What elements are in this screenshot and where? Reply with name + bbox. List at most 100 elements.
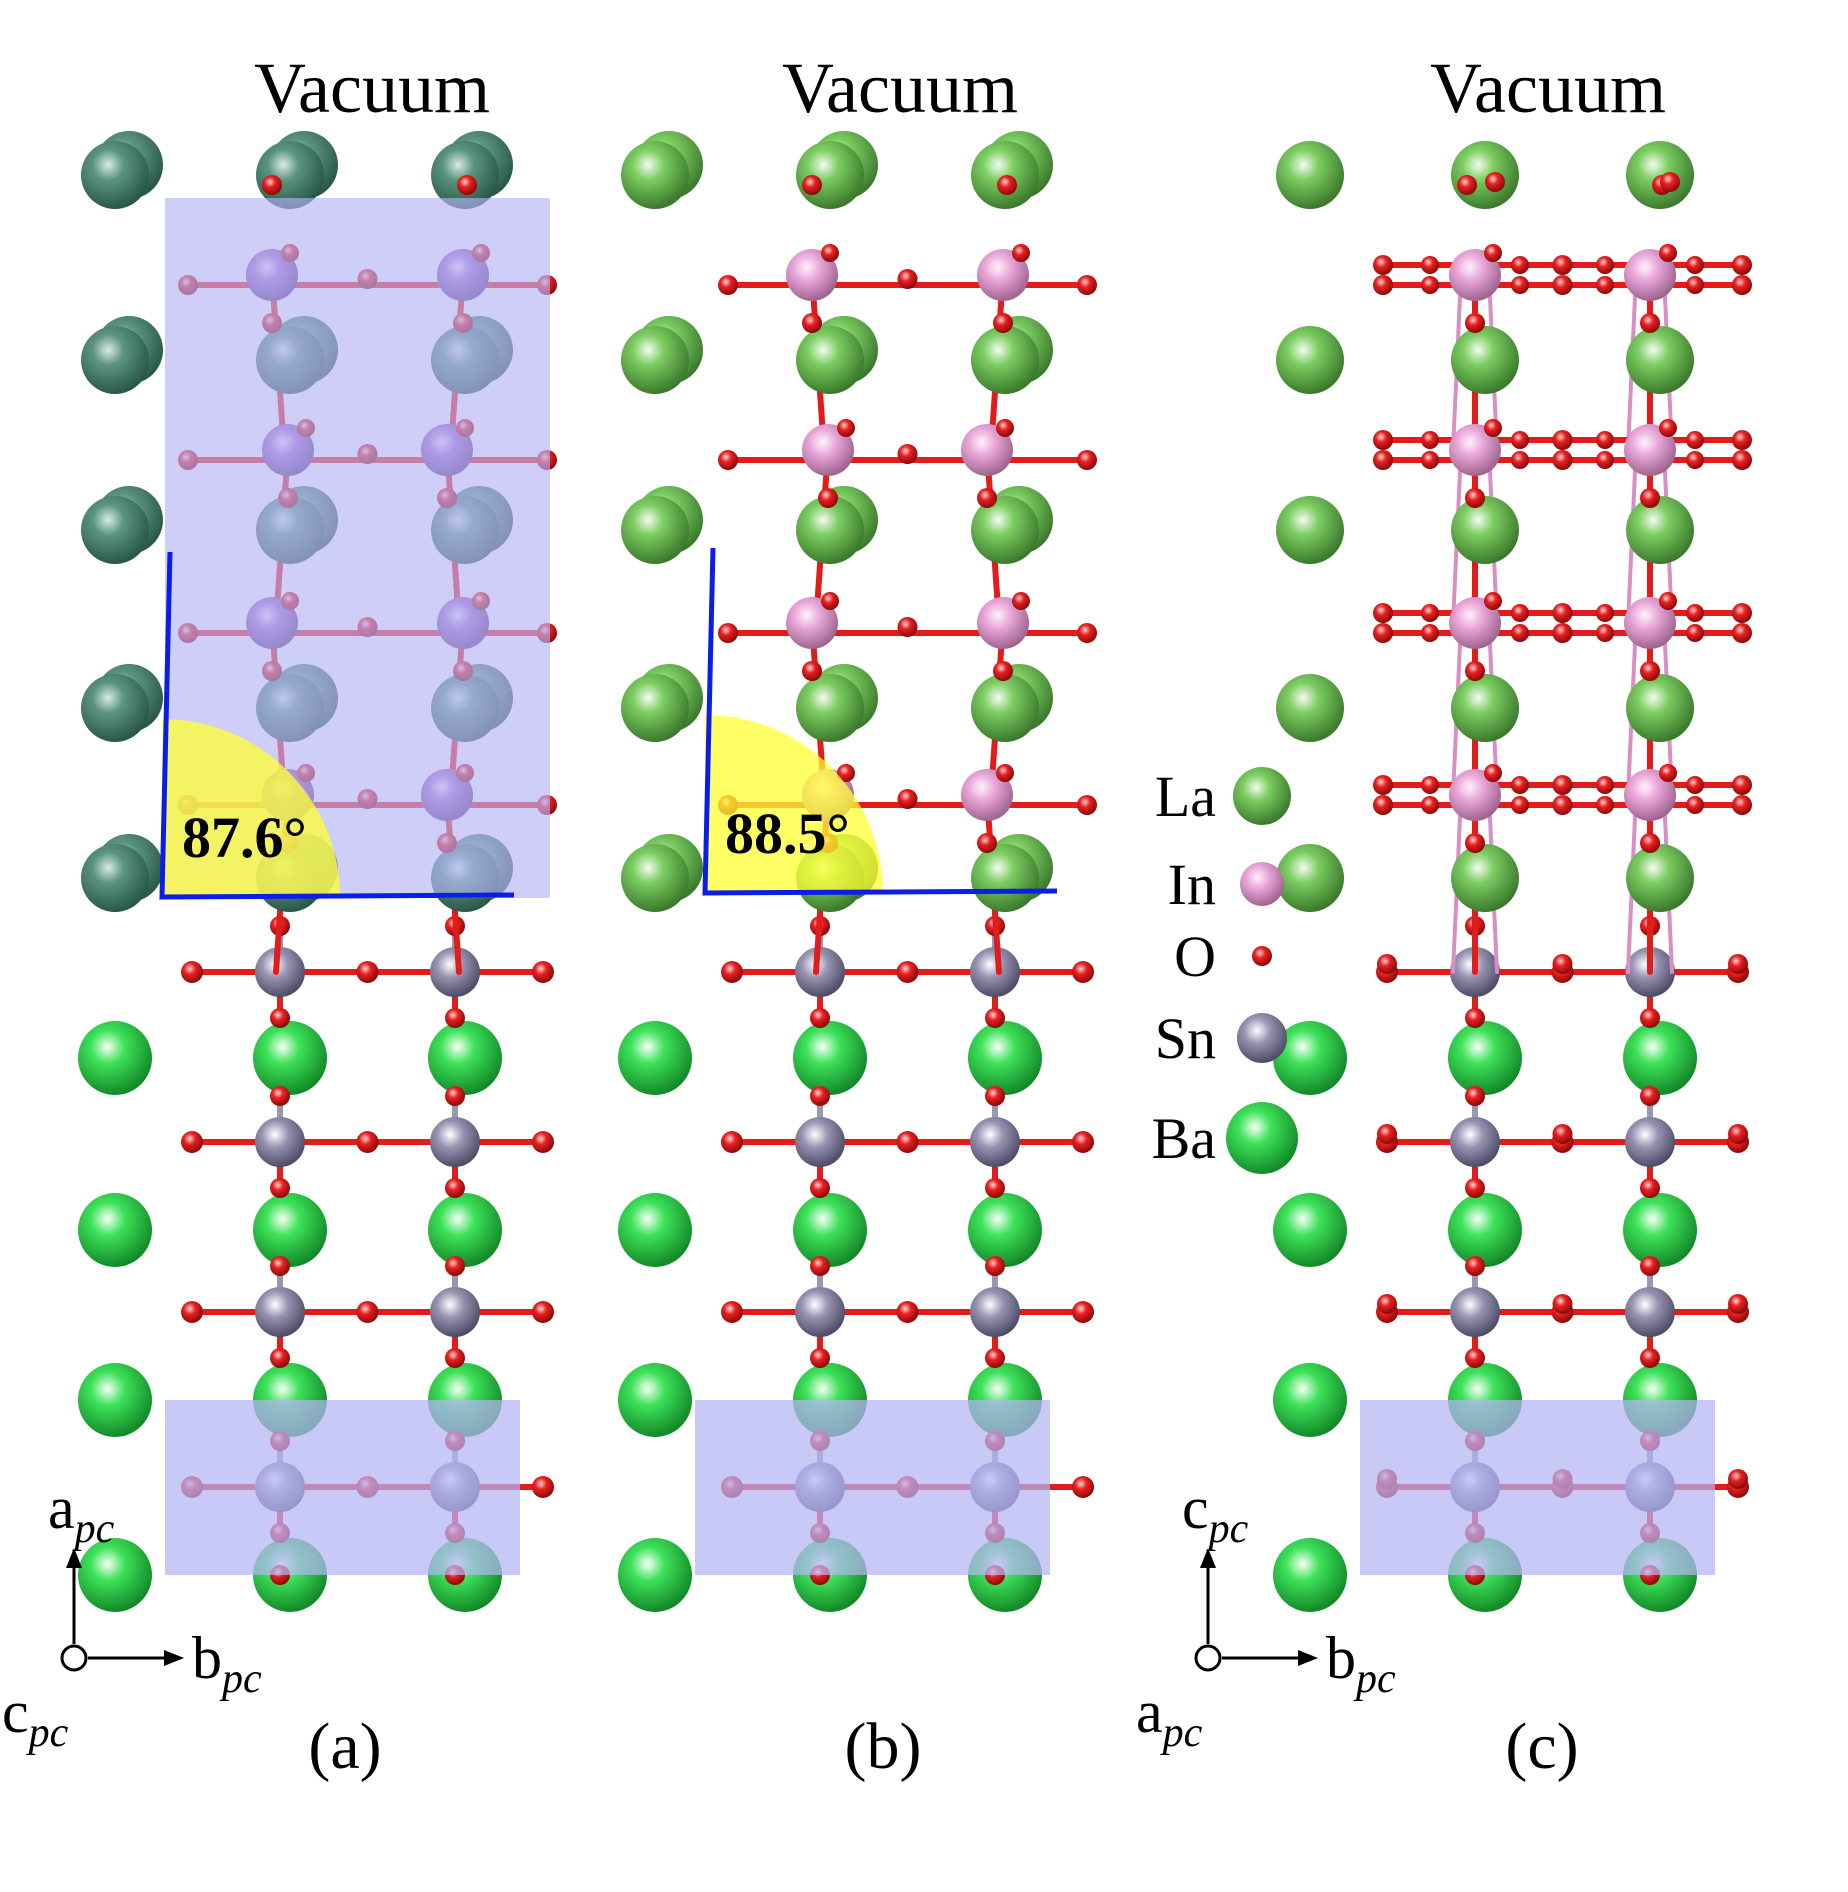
angle-value: 87.6° <box>182 805 307 870</box>
o-atom <box>1072 961 1094 983</box>
la-atom <box>621 326 689 394</box>
o-atom <box>270 1178 290 1198</box>
axis-label-up: cpc <box>1182 1475 1249 1552</box>
la-atom <box>796 326 864 394</box>
o-atom <box>181 1301 203 1323</box>
sn-atom <box>795 947 845 997</box>
o-atom <box>810 1256 830 1276</box>
ba-atom <box>253 1021 327 1095</box>
la-atom <box>971 496 1039 564</box>
panel-b <box>618 131 1097 1612</box>
o-atom <box>1421 451 1439 469</box>
o-atom <box>1012 592 1030 610</box>
o-atom <box>1421 431 1439 449</box>
o-atom <box>985 1178 1005 1198</box>
o-atom <box>1484 764 1502 782</box>
la-atom <box>1451 674 1519 742</box>
sn-atom <box>1625 1287 1675 1337</box>
o-atom <box>1552 795 1573 815</box>
o-atom <box>1686 776 1704 794</box>
o-atom <box>532 1131 554 1153</box>
la-atom <box>1451 844 1519 912</box>
o-atom <box>270 1008 290 1028</box>
o-atom <box>1686 604 1704 622</box>
panel-c-overlay <box>1360 1400 1715 1575</box>
o-atom <box>802 175 822 195</box>
o-atom <box>802 313 822 333</box>
in-atom <box>977 597 1029 649</box>
o-atom <box>1640 833 1660 853</box>
o-atom <box>457 175 477 195</box>
o-atom <box>1659 592 1677 610</box>
panel-a-overlay <box>159 198 550 1575</box>
o-atom <box>1421 276 1439 294</box>
o-atom <box>1465 1086 1485 1106</box>
o-atom <box>1596 256 1614 274</box>
la-atom <box>81 326 149 394</box>
o-atom <box>1640 313 1660 333</box>
in-atom <box>1449 424 1501 476</box>
ba-atom <box>1448 1021 1522 1095</box>
ba-atom-icon <box>1226 1102 1298 1174</box>
legend-label: Sn <box>1155 1006 1216 1071</box>
o-atom <box>1484 592 1502 610</box>
ba-atom <box>1273 1538 1347 1612</box>
o-atom <box>1511 276 1529 294</box>
arrow-right-icon <box>164 1650 184 1666</box>
la-atom <box>1276 674 1344 742</box>
o-atom <box>1373 450 1393 470</box>
o-atom <box>1640 1348 1660 1368</box>
o-atom <box>1421 256 1439 274</box>
ba-atom <box>1273 1193 1347 1267</box>
arrow-up-icon <box>66 1548 82 1568</box>
o-atom <box>1077 275 1097 295</box>
in-atom <box>1449 249 1501 301</box>
la-atom <box>1276 496 1344 564</box>
o-atom <box>1728 1469 1748 1489</box>
o-atom <box>270 1086 290 1106</box>
la-atom <box>1451 141 1519 209</box>
in-atom <box>1449 597 1501 649</box>
o-atom <box>821 592 839 610</box>
la-atom <box>1276 141 1344 209</box>
o-atom <box>1077 450 1097 470</box>
o-atom <box>1552 603 1573 623</box>
sn-atom <box>795 1117 845 1167</box>
vacuum-label: Vacuum <box>1430 48 1666 128</box>
o-atom <box>1552 623 1573 643</box>
o-atom <box>1377 1124 1397 1144</box>
substrate-cell-box <box>1360 1400 1715 1575</box>
o-atom <box>1373 775 1393 795</box>
o-atom <box>993 661 1013 681</box>
o-atom <box>1732 430 1752 450</box>
o-atom <box>837 764 855 782</box>
la-atom <box>431 141 499 209</box>
legend-label: La <box>1155 764 1216 829</box>
in-atom <box>802 424 854 476</box>
panel-caption: (b) <box>845 1710 922 1783</box>
text-layer: 87.6° Vacuum (a) 88.5° Vacuum (b) Vacuum (c) La I… <box>2 48 1666 1783</box>
in-atom <box>1624 249 1676 301</box>
o-atom <box>1072 1301 1094 1323</box>
o-atom <box>356 1131 379 1153</box>
la-atom <box>81 141 149 209</box>
o-atom <box>1457 175 1477 195</box>
o-atom <box>897 617 918 637</box>
la-atom <box>796 141 864 209</box>
o-atom <box>1465 1008 1485 1028</box>
o-atom <box>1686 624 1704 642</box>
o-atom <box>721 961 743 983</box>
ba-atom <box>793 1021 867 1095</box>
o-atom <box>1728 954 1748 974</box>
angle-sector <box>705 715 883 893</box>
o-atom <box>1511 256 1529 274</box>
o-atom <box>1732 795 1752 815</box>
o-atom <box>1485 172 1505 192</box>
sn-atom <box>255 1287 305 1337</box>
legend-item-in: In <box>1168 852 1284 917</box>
vacuum-label: Vacuum <box>254 48 490 128</box>
o-atom <box>1421 624 1439 642</box>
o-atom <box>718 623 738 643</box>
ba-atom <box>968 1193 1042 1267</box>
o-atom <box>445 1348 465 1368</box>
